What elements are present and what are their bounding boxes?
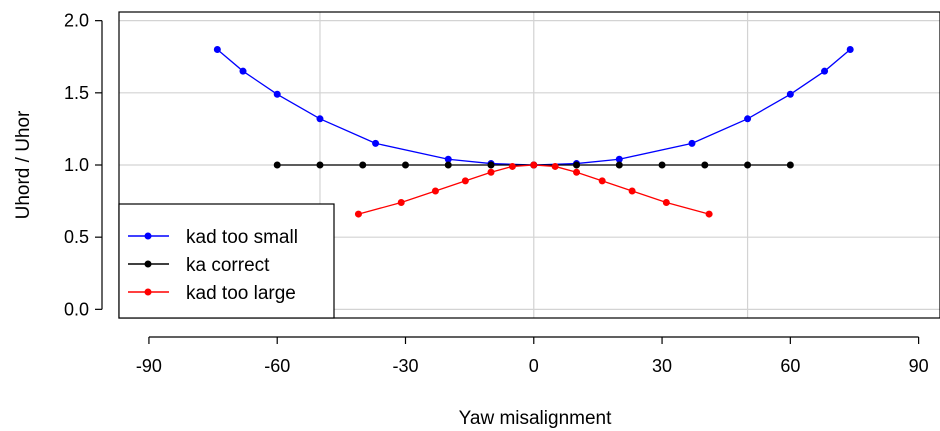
data-point-ka-correct: [401, 161, 409, 169]
data-point-ka-correct: [786, 161, 794, 169]
data-point-kad-too-large: [551, 162, 559, 170]
data-point-ka-correct: [316, 161, 324, 169]
axes: -90 -60 -30 0 30 60 90 0.0 0.5 1.0 1.5 2.0: [64, 11, 929, 376]
y-tick-label: 1.0: [64, 155, 89, 175]
data-point-kad-too-large: [662, 199, 670, 207]
legend-box: [118, 203, 335, 319]
legend-marker-kad-too-small: [144, 232, 152, 240]
data-point-kad-too-small: [213, 46, 221, 54]
data-point-kad-too-small: [316, 115, 324, 123]
x-tick-label: -30: [392, 356, 418, 376]
y-tick-label: 0.5: [64, 227, 89, 247]
data-point-ka-correct: [359, 161, 367, 169]
y-tick-label: 2.0: [64, 11, 89, 31]
data-point-kad-too-large: [598, 177, 606, 185]
data-point-kad-too-large: [508, 162, 516, 170]
x-tick-label: -60: [264, 356, 290, 376]
y-tick-label: 0.0: [64, 299, 89, 319]
data-point-ka-correct: [744, 161, 752, 169]
x-tick-label: 90: [909, 356, 929, 376]
data-point-ka-correct: [444, 161, 452, 169]
data-point-kad-too-large: [487, 168, 495, 176]
x-tick-label: -90: [136, 356, 162, 376]
legend-label-kad-too-large: kad too large: [186, 283, 296, 304]
y-tick-label: 1.5: [64, 83, 89, 103]
data-point-kad-too-small: [846, 46, 854, 54]
x-tick-label: 60: [780, 356, 800, 376]
legend-label-kad-too-small: kad too small: [186, 227, 298, 248]
data-point-kad-too-large: [354, 210, 362, 218]
data-point-kad-too-small: [786, 90, 794, 98]
data-point-ka-correct: [487, 161, 495, 169]
data-point-kad-too-large: [431, 187, 439, 195]
x-tick-label: 0: [529, 356, 539, 376]
legend: kad too small ka correct kad too large: [118, 203, 335, 319]
legend-label-ka-correct: ka correct: [186, 255, 270, 276]
data-point-ka-correct: [701, 161, 709, 169]
plot-frame: [118, 11, 940, 319]
data-point-kad-too-small: [821, 67, 829, 75]
x-tick-label: 30: [652, 356, 672, 376]
data-point-ka-correct: [615, 161, 623, 169]
data-point-kad-too-small: [444, 155, 452, 163]
data-point-kad-too-large: [397, 199, 405, 207]
data-point-kad-too-small: [615, 155, 623, 163]
data-point-kad-too-large: [530, 161, 538, 169]
x-axis-title: Yaw misalignment: [459, 408, 612, 429]
data-point-kad-too-large: [573, 168, 581, 176]
y-axis-title: Uhord / Uhor: [13, 110, 34, 219]
data-point-kad-too-large: [705, 210, 713, 218]
data-point-kad-too-small: [273, 90, 281, 98]
data-point-kad-too-small: [239, 67, 247, 75]
data-point-kad-too-small: [688, 139, 696, 147]
data-point-kad-too-large: [461, 177, 469, 185]
series-points: [213, 46, 854, 218]
data-point-kad-too-large: [628, 187, 636, 195]
legend-marker-kad-too-large: [144, 288, 152, 296]
data-point-kad-too-small: [372, 139, 380, 147]
data-point-ka-correct: [658, 161, 666, 169]
data-point-kad-too-small: [744, 115, 752, 123]
data-point-ka-correct: [573, 161, 581, 169]
legend-marker-ka-correct: [144, 260, 152, 268]
data-point-ka-correct: [273, 161, 281, 169]
